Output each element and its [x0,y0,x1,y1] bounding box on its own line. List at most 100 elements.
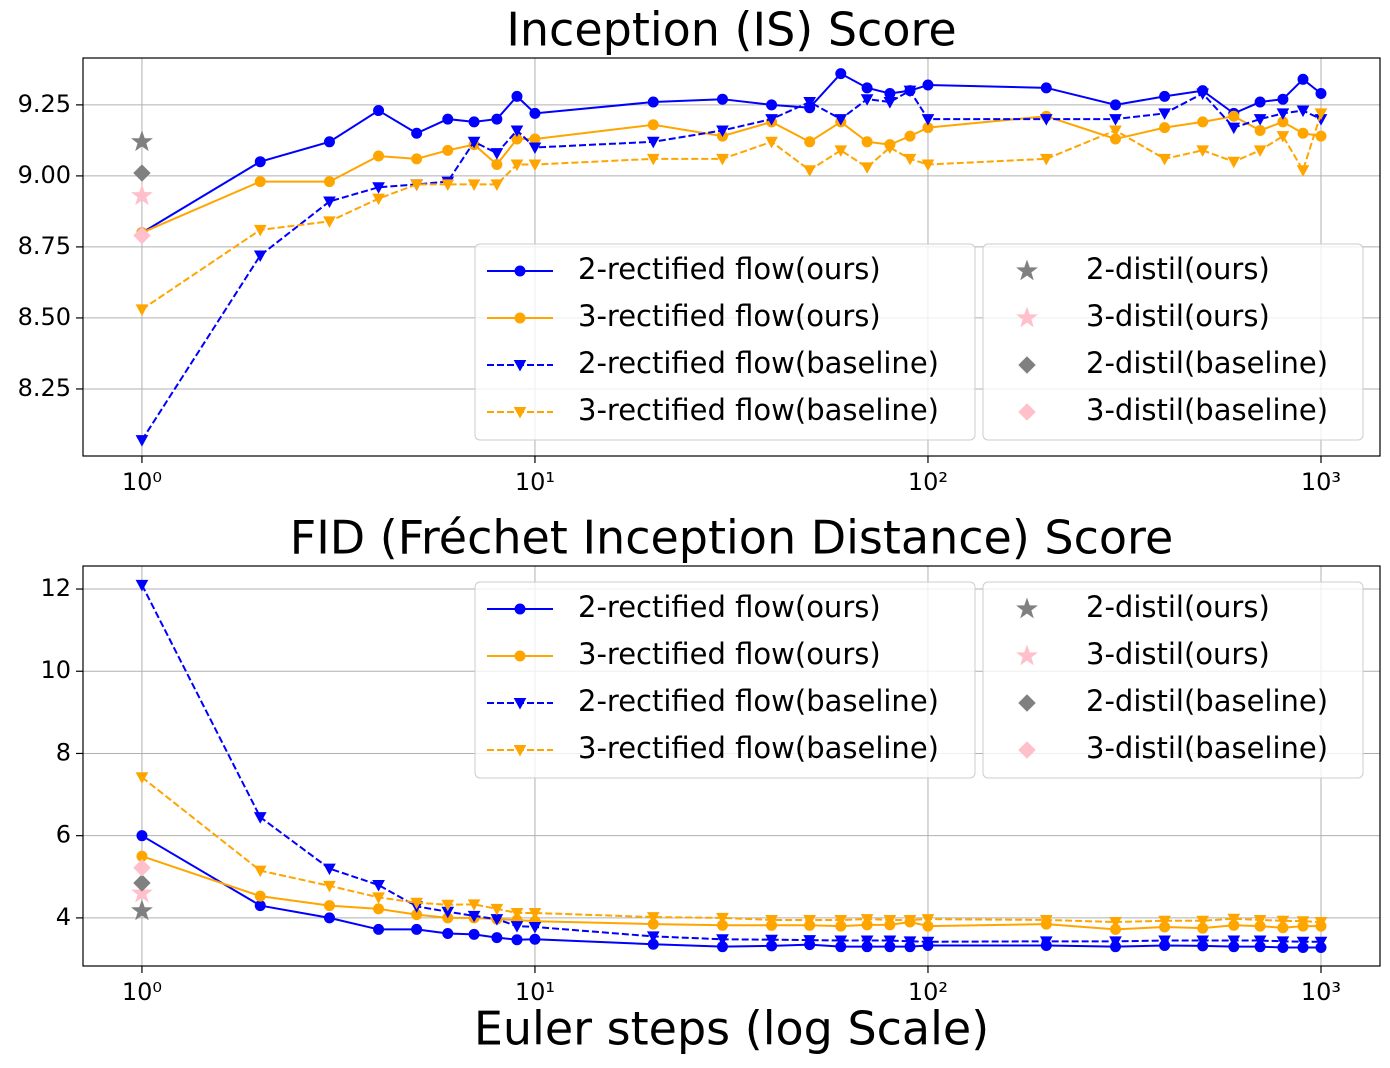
legend-marker [1016,259,1038,281]
marker [372,880,385,892]
marker [372,182,385,194]
marker [903,85,917,98]
legend-marker [514,265,526,277]
legend-label: 3-rectified flow(ours) [578,299,881,333]
marker [133,874,151,892]
marker [1109,125,1122,137]
legend-marker [1018,694,1036,712]
x-tick-label: 10⁰ [122,468,162,496]
marker [1196,935,1210,948]
series-line [141,115,1322,234]
marker [467,910,481,923]
marker [1276,915,1290,928]
marker [884,88,896,100]
marker [921,914,935,926]
legend-marker [514,603,526,615]
series-line [141,113,1322,311]
marker [528,159,542,172]
marker [1228,110,1240,122]
marker [1109,936,1122,948]
marker [765,934,778,947]
marker [1314,917,1328,929]
marker [410,179,423,191]
legend-label: 3-distil(baseline) [1086,393,1328,427]
marker [490,903,504,916]
marker [373,105,385,117]
marker [135,772,149,784]
marker [442,144,454,156]
marker [803,935,817,947]
marker [803,97,817,109]
legend-label: 2-rectified flow(ours) [578,252,881,286]
marker [716,153,729,166]
legend-marker [1018,356,1036,374]
marker [1158,935,1171,948]
legend-label: 3-rectified flow(baseline) [578,731,939,765]
legend-label: 3-rectified flow(baseline) [578,393,939,427]
marker [834,914,848,927]
marker [253,812,267,824]
marker [411,127,423,139]
marker [903,153,917,166]
legend-label: 2-rectified flow(ours) [578,590,881,624]
marker [860,935,874,948]
marker [135,304,149,316]
marker [133,226,151,245]
marker [1039,936,1053,948]
x-axis-label: Euler steps (log Scale) [474,1002,989,1056]
marker [716,93,728,105]
marker [1253,114,1267,126]
marker [1254,96,1266,108]
legend-marker [514,312,526,324]
marker [1297,73,1309,85]
marker [411,153,423,165]
x-tick-label: 10² [908,468,948,496]
marker [1254,124,1266,136]
marker [1227,122,1241,135]
marker [323,136,335,148]
marker [883,914,897,927]
series-line [141,855,1321,931]
marker [861,136,873,148]
legend-marker [513,698,527,710]
marker [135,435,149,447]
marker [647,96,659,108]
marker [410,897,423,910]
marker [491,159,503,171]
marker [1276,131,1290,143]
marker [860,914,874,926]
marker [903,936,917,948]
y-tick-label: 10 [40,656,71,684]
marker [903,914,917,927]
legend-marker [1016,597,1038,619]
marker [1253,914,1267,927]
marker [716,934,729,946]
marker [510,921,524,933]
marker [528,142,542,155]
marker [834,114,848,126]
marker [716,125,729,137]
marker [1253,935,1267,948]
marker [510,907,524,920]
chart-title: Inception (IS) Score [506,3,956,57]
marker [834,145,848,157]
legend-box [474,581,976,779]
marker [411,923,423,935]
legend-box [982,243,1364,441]
marker [511,90,523,102]
marker [1040,82,1052,94]
marker [529,107,541,119]
marker [1315,130,1327,142]
marker [860,162,874,174]
legend-label: 2-rectified flow(baseline) [578,346,939,380]
marker [372,193,385,206]
x-tick-label: 10¹ [515,468,555,496]
legend-marker [513,745,527,757]
marker [468,116,480,128]
y-tick-label: 9.00 [18,161,71,189]
marker [253,250,267,262]
marker [442,113,454,125]
marker [1039,114,1053,126]
marker [253,224,267,237]
x-tick-label: 10² [908,978,948,1006]
